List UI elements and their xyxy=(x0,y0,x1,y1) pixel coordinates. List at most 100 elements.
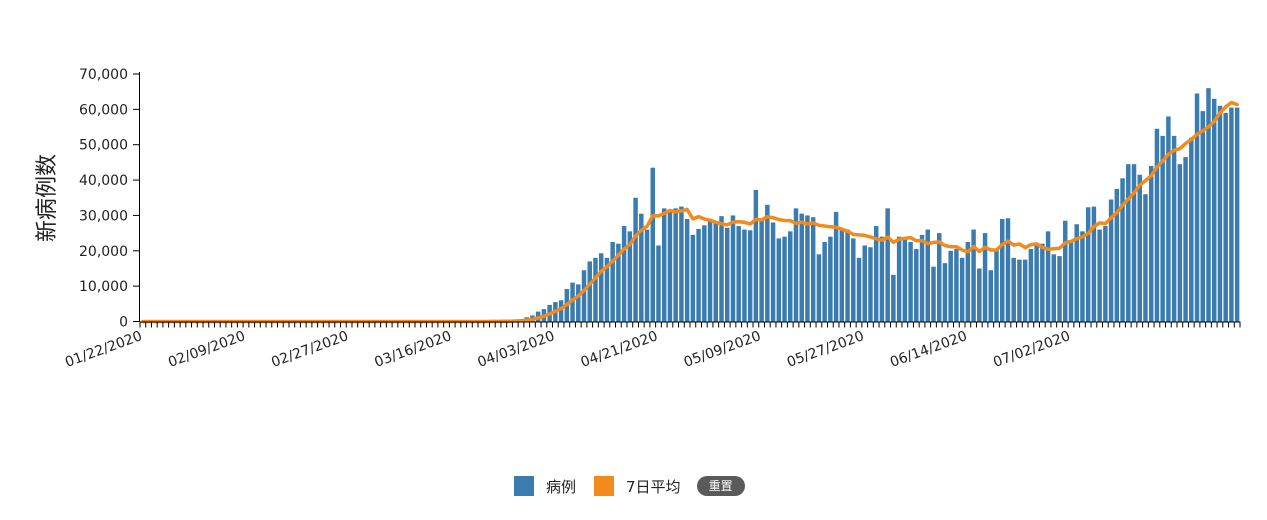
bar xyxy=(1011,257,1016,322)
y-tick-label: 50,000 xyxy=(79,138,128,154)
x-tick-label: 01/22/2020 xyxy=(63,328,144,371)
cases-swatch xyxy=(514,476,534,496)
bar xyxy=(885,208,890,322)
bar xyxy=(902,238,908,322)
bar xyxy=(684,218,690,322)
reset-button[interactable]: 重置 xyxy=(696,476,745,496)
bar xyxy=(1223,112,1228,322)
bar xyxy=(856,257,862,322)
bar xyxy=(747,230,753,322)
bar xyxy=(896,236,902,322)
bar xyxy=(1017,259,1022,322)
bar xyxy=(696,228,701,322)
bar xyxy=(713,222,719,322)
y-tick-label: 30,000 xyxy=(79,208,128,224)
bar xyxy=(616,243,621,322)
bar xyxy=(948,250,953,322)
bar xyxy=(891,274,896,322)
y-axis: 0 10,000 20,000 30,000 40,000 50,000 60,000 70,… xyxy=(79,67,140,331)
bar xyxy=(1211,98,1217,322)
bar xyxy=(810,217,816,322)
bar xyxy=(1166,116,1171,322)
bar-series xyxy=(484,88,1240,322)
x-tick-label: 04/03/2020 xyxy=(476,328,557,371)
bar xyxy=(1034,243,1039,322)
bar xyxy=(1143,194,1148,322)
bar xyxy=(1177,164,1183,322)
bar xyxy=(793,208,799,322)
bar xyxy=(1057,256,1062,322)
bar xyxy=(982,233,988,322)
bar xyxy=(627,231,633,322)
bar xyxy=(822,241,827,322)
bar xyxy=(965,241,971,322)
bar xyxy=(1189,137,1194,322)
bar xyxy=(753,189,759,322)
bar xyxy=(593,257,598,322)
bar xyxy=(936,233,942,322)
bar xyxy=(782,236,787,322)
bar xyxy=(925,229,930,322)
y-tick-label: 70,000 xyxy=(79,67,128,83)
bar xyxy=(1063,220,1068,322)
bar xyxy=(639,213,644,322)
y-tick-label: 60,000 xyxy=(79,102,128,118)
bar xyxy=(679,206,684,322)
y-tick-label: 0 xyxy=(119,315,128,331)
bar xyxy=(650,167,655,322)
bar xyxy=(1000,218,1005,322)
legend-item-cases[interactable]: 病例 xyxy=(514,476,576,497)
bar xyxy=(1022,259,1028,322)
bar xyxy=(1068,240,1074,322)
y-axis-label: 新病例数 xyxy=(35,154,60,242)
bar xyxy=(719,216,724,322)
bar xyxy=(954,249,959,322)
y-tick-label: 10,000 xyxy=(79,279,128,295)
bar xyxy=(1074,224,1079,322)
bar xyxy=(816,254,822,322)
bar xyxy=(1080,231,1085,322)
x-tick-label: 02/09/2020 xyxy=(166,328,247,371)
bar xyxy=(799,213,804,322)
bar xyxy=(971,229,976,322)
bar xyxy=(1234,107,1240,322)
legend-item-7day-average[interactable]: 7日平均 xyxy=(594,476,681,497)
average-swatch xyxy=(594,476,615,496)
x-tick-label: 03/16/2020 xyxy=(372,328,453,371)
bar xyxy=(994,249,999,322)
bar xyxy=(879,236,885,322)
bar xyxy=(765,204,770,322)
y-tick-label: 20,000 xyxy=(79,244,128,260)
bar xyxy=(1028,249,1034,322)
bar xyxy=(730,215,736,322)
bar xyxy=(1045,231,1051,322)
bar xyxy=(770,222,776,322)
bar xyxy=(1217,105,1223,322)
bar xyxy=(1091,206,1097,322)
bar xyxy=(656,245,661,322)
bar xyxy=(1097,229,1102,322)
bar xyxy=(1171,135,1177,322)
bar xyxy=(702,225,707,322)
bar xyxy=(862,245,867,322)
bar xyxy=(908,241,913,322)
bar xyxy=(610,241,615,322)
bar xyxy=(690,234,696,322)
bar xyxy=(633,197,638,322)
bar xyxy=(977,268,982,322)
bar xyxy=(742,229,747,322)
legend-label-7day-average: 7日平均 xyxy=(626,477,681,496)
bar xyxy=(919,234,925,322)
bar xyxy=(1120,178,1125,322)
legend: 病例 7日平均 重置 xyxy=(514,474,745,498)
x-tick-label: 04/21/2020 xyxy=(579,328,660,371)
bar xyxy=(845,229,850,322)
bar xyxy=(604,257,610,322)
bar xyxy=(959,257,965,322)
bar xyxy=(1114,188,1120,322)
bar xyxy=(1160,135,1165,322)
bar xyxy=(661,208,667,322)
bar xyxy=(988,270,994,322)
bar xyxy=(759,220,764,322)
bar xyxy=(1040,243,1045,322)
